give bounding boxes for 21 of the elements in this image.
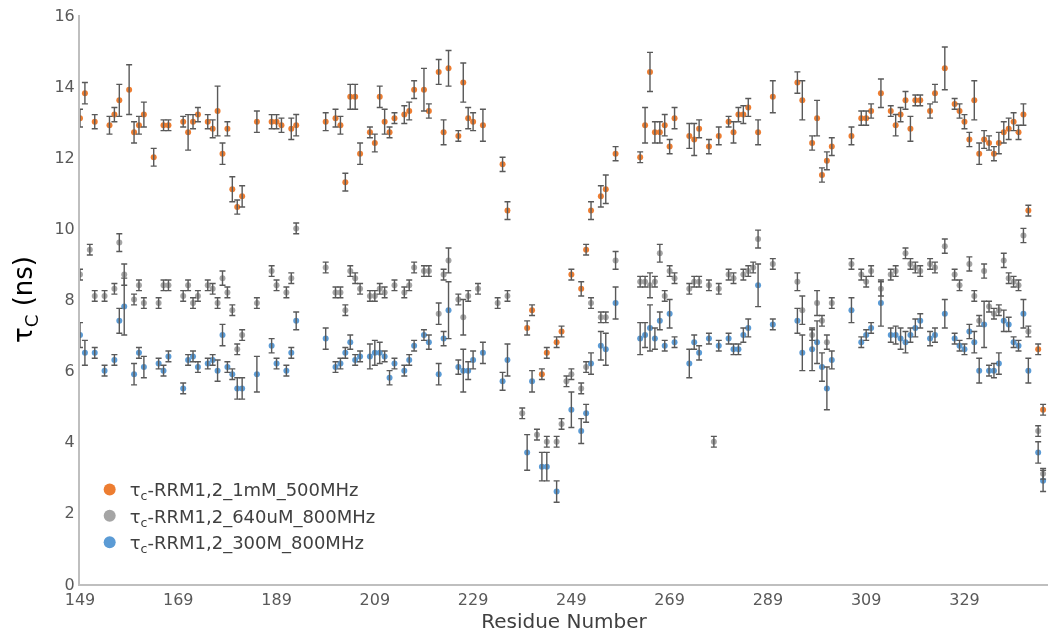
x-tick-label: 209 <box>359 590 391 610</box>
y-tick-label: 8 <box>64 290 75 310</box>
legend-label: τ$_{c}$-RRM1,2_640uM_800MHz <box>129 505 376 530</box>
y-tick-label: 6 <box>64 361 75 381</box>
y-tick-label: 12 <box>54 147 75 167</box>
legend-label: τ$_{c}$-RRM1,2_300M_800MHz <box>129 532 364 557</box>
y-tick-label: 4 <box>64 432 75 452</box>
x-tick-label: 269 <box>654 590 685 610</box>
y-tick-label: 2 <box>64 503 75 523</box>
y-tick-label: 10 <box>54 218 75 238</box>
legend-label: τ$_{c}$-RRM1,2_1mM_500MHz <box>129 479 359 504</box>
y-tick-label: 14 <box>54 76 75 96</box>
y-tick-label: 16 <box>54 5 75 25</box>
x-tick-label: 249 <box>556 590 587 610</box>
x-tick-label: 289 <box>752 590 784 610</box>
x-tick-label: 189 <box>261 590 292 610</box>
x-tick-label: 229 <box>457 590 489 610</box>
x-axis-title: Residue Number <box>481 609 648 634</box>
x-tick-label: 169 <box>163 590 194 610</box>
x-tick-label: 309 <box>850 590 882 610</box>
x-tick-label: 329 <box>949 590 980 610</box>
